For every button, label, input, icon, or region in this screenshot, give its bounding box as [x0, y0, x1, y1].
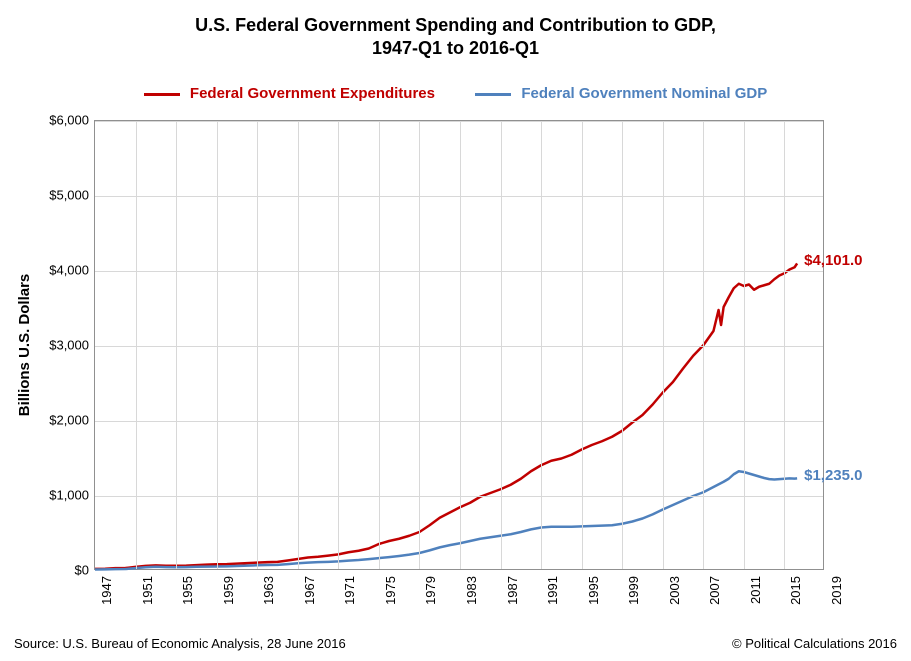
- x-tick-label: 1995: [586, 576, 601, 605]
- series-line: [95, 471, 797, 569]
- gridline-v: [784, 121, 785, 569]
- gridline-v: [501, 121, 502, 569]
- gridline-h: [95, 346, 823, 347]
- x-tick-label: 1967: [302, 576, 317, 605]
- gridline-v: [298, 121, 299, 569]
- gridline-v: [541, 121, 542, 569]
- x-tick-label: 1979: [423, 576, 438, 605]
- title-line-2: 1947-Q1 to 2016-Q1: [372, 38, 539, 58]
- gridline-v: [744, 121, 745, 569]
- gridline-v: [419, 121, 420, 569]
- y-tick-label: $4,000: [29, 263, 89, 278]
- x-tick-label: 1991: [545, 576, 560, 605]
- gridline-v: [379, 121, 380, 569]
- end-label-expenditures: $4,101.0: [804, 252, 862, 269]
- x-tick-label: 2011: [748, 576, 763, 604]
- y-tick-label: $2,000: [29, 413, 89, 428]
- y-tick-label: $6,000: [29, 113, 89, 128]
- legend-label: Federal Government Nominal GDP: [521, 85, 767, 102]
- x-tick-label: 1951: [140, 576, 155, 605]
- gridline-v: [622, 121, 623, 569]
- source-text: Source: U.S. Bureau of Economic Analysis…: [14, 636, 346, 651]
- gridline-h: [95, 421, 823, 422]
- gridline-h: [95, 271, 823, 272]
- end-label-gdp: $1,235.0: [804, 467, 862, 484]
- gridline-v: [338, 121, 339, 569]
- x-tick-label: 1999: [626, 576, 641, 605]
- x-tick-label: 2015: [788, 576, 803, 605]
- title-line-1: U.S. Federal Government Spending and Con…: [195, 15, 716, 35]
- legend-swatch: [144, 93, 180, 96]
- gridline-v: [217, 121, 218, 569]
- legend-item-gdp: Federal Government Nominal GDP: [475, 85, 767, 102]
- legend: Federal Government Expenditures Federal …: [0, 85, 911, 102]
- x-tick-label: 2003: [667, 576, 682, 605]
- x-tick-label: 1947: [99, 576, 114, 605]
- x-tick-label: 1987: [505, 576, 520, 605]
- gridline-h: [95, 496, 823, 497]
- x-tick-label: 2019: [829, 576, 844, 605]
- x-tick-label: 1975: [383, 576, 398, 605]
- gridline-v: [176, 121, 177, 569]
- series-line: [95, 263, 797, 568]
- x-tick-label: 1959: [221, 576, 236, 605]
- plot-area: [94, 120, 824, 570]
- legend-label: Federal Government Expenditures: [190, 85, 435, 102]
- legend-item-expenditures: Federal Government Expenditures: [144, 85, 435, 102]
- line-series-svg: [95, 121, 823, 569]
- gridline-v: [136, 121, 137, 569]
- gridline-h: [95, 121, 823, 122]
- x-tick-label: 1971: [342, 576, 357, 605]
- x-tick-label: 1983: [464, 576, 479, 605]
- gridline-v: [703, 121, 704, 569]
- attribution-text: © Political Calculations 2016: [732, 636, 897, 651]
- gridline-v: [663, 121, 664, 569]
- y-tick-label: $0: [29, 563, 89, 578]
- x-tick-label: 1955: [180, 576, 195, 605]
- x-tick-label: 1963: [261, 576, 276, 605]
- gridline-v: [582, 121, 583, 569]
- gridline-v: [257, 121, 258, 569]
- y-tick-label: $5,000: [29, 188, 89, 203]
- chart-container: U.S. Federal Government Spending and Con…: [0, 0, 911, 661]
- legend-swatch: [475, 93, 511, 96]
- gridline-v: [460, 121, 461, 569]
- gridline-h: [95, 196, 823, 197]
- chart-title: U.S. Federal Government Spending and Con…: [0, 14, 911, 59]
- y-tick-label: $3,000: [29, 338, 89, 353]
- x-tick-label: 2007: [707, 576, 722, 605]
- y-tick-label: $1,000: [29, 488, 89, 503]
